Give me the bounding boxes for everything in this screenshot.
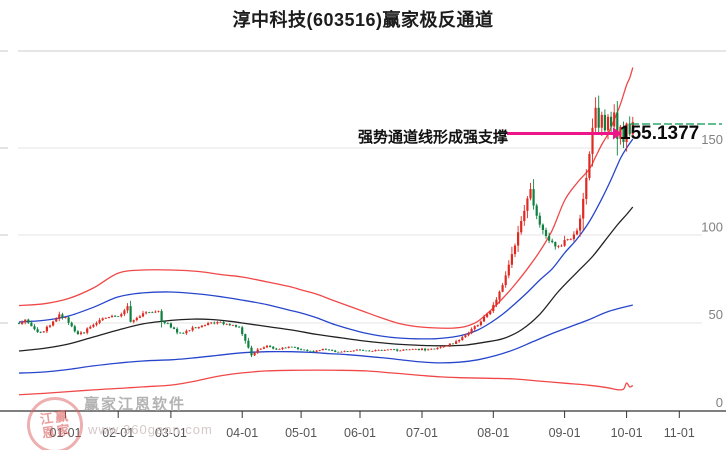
y-tick-label: 50 — [709, 307, 723, 322]
x-tick-label: 02-01 — [102, 426, 134, 440]
channel-lines-layer — [18, 67, 634, 396]
watermark-url: www.360gann.com — [88, 422, 213, 437]
upper-blue-channel-line — [18, 138, 634, 340]
candles-layer — [17, 95, 634, 358]
support-annotation: 强势通道线形成强支撑 — [358, 129, 509, 146]
x-tick-label: 08-01 — [477, 426, 509, 440]
x-axis: 01-01 02-01 03-01 04-01 05-01 06-01 07-01 08-01… — [0, 410, 726, 440]
x-tick-label: 10-01 — [611, 426, 643, 440]
support-price-label: 155.1377 — [620, 123, 700, 144]
x-tick-label: 11-01 — [664, 426, 695, 440]
grid-layer — [0, 50, 726, 412]
lower-blue-channel-line — [18, 304, 633, 374]
x-tick-label: 03-01 — [155, 426, 187, 440]
lower-red-channel-line — [18, 369, 634, 396]
middle-black-channel-line — [18, 206, 634, 352]
y-tick-label: 0 — [716, 395, 723, 410]
arrow-head-icon — [613, 127, 622, 140]
x-tick-label: 09-01 — [549, 426, 581, 440]
page-title: 淳中科技(603516)赢家极反通道 — [232, 10, 494, 30]
x-tick-label: 01-01 — [50, 426, 82, 440]
y-axis-labels: 150 100 50 0 — [701, 132, 723, 410]
annotation-arrow — [507, 127, 622, 140]
x-tick-label: 07-01 — [406, 426, 438, 440]
x-tick-label: 04-01 — [226, 426, 258, 440]
y-tick-label: 100 — [701, 220, 723, 235]
watermark-brand: 赢家江恩软件 — [84, 396, 187, 413]
x-tick-label: 05-01 — [285, 426, 317, 440]
x-tick-label: 06-01 — [344, 426, 376, 440]
y-tick-label: 150 — [701, 132, 723, 147]
upper-red-channel-line — [18, 67, 634, 329]
